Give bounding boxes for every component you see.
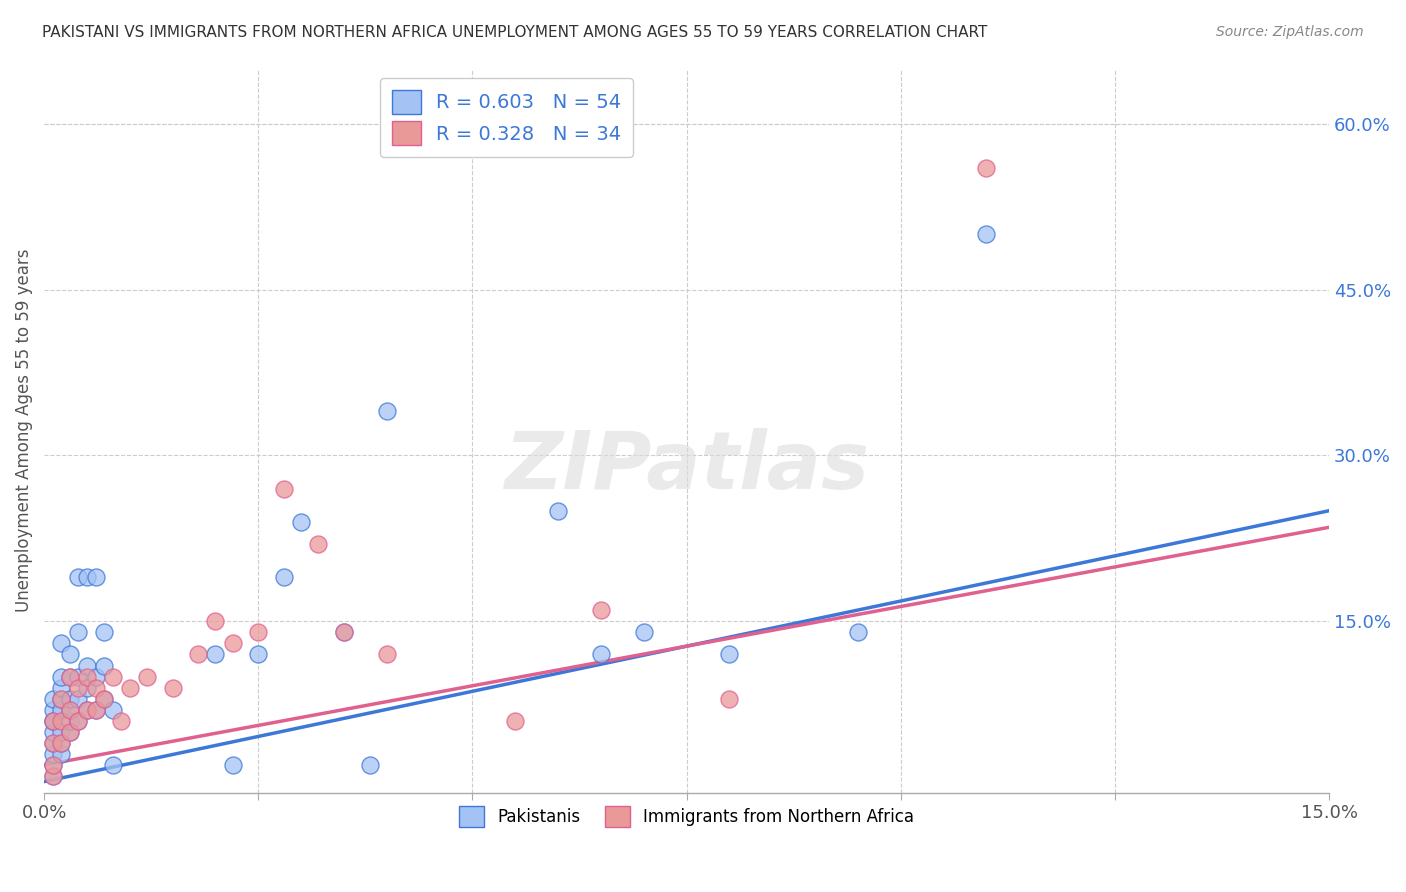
Point bbox=[76, 703, 98, 717]
Point bbox=[221, 758, 243, 772]
Point bbox=[718, 691, 741, 706]
Point bbox=[84, 703, 107, 717]
Point bbox=[84, 570, 107, 584]
Legend: Pakistanis, Immigrants from Northern Africa: Pakistanis, Immigrants from Northern Afr… bbox=[450, 798, 922, 835]
Point bbox=[76, 658, 98, 673]
Point bbox=[59, 669, 82, 683]
Point bbox=[307, 537, 329, 551]
Point bbox=[67, 570, 90, 584]
Point bbox=[101, 703, 124, 717]
Point bbox=[84, 669, 107, 683]
Point bbox=[51, 691, 73, 706]
Point bbox=[589, 603, 612, 617]
Point bbox=[110, 714, 132, 728]
Point bbox=[59, 724, 82, 739]
Point bbox=[59, 703, 82, 717]
Point bbox=[51, 703, 73, 717]
Point bbox=[41, 714, 63, 728]
Point bbox=[93, 658, 115, 673]
Point bbox=[41, 691, 63, 706]
Point bbox=[247, 648, 270, 662]
Point bbox=[41, 714, 63, 728]
Point bbox=[59, 648, 82, 662]
Point bbox=[59, 714, 82, 728]
Point bbox=[333, 625, 356, 640]
Point bbox=[162, 681, 184, 695]
Point bbox=[51, 681, 73, 695]
Point bbox=[51, 736, 73, 750]
Point bbox=[41, 724, 63, 739]
Point bbox=[76, 681, 98, 695]
Point bbox=[84, 703, 107, 717]
Point bbox=[41, 736, 63, 750]
Point bbox=[333, 625, 356, 640]
Point bbox=[41, 714, 63, 728]
Point bbox=[41, 703, 63, 717]
Point bbox=[67, 714, 90, 728]
Point bbox=[76, 703, 98, 717]
Point bbox=[41, 747, 63, 761]
Point bbox=[204, 648, 226, 662]
Point bbox=[67, 625, 90, 640]
Point bbox=[67, 681, 90, 695]
Point bbox=[633, 625, 655, 640]
Point bbox=[101, 758, 124, 772]
Point bbox=[51, 724, 73, 739]
Point bbox=[51, 669, 73, 683]
Point bbox=[273, 570, 295, 584]
Point bbox=[846, 625, 869, 640]
Point bbox=[93, 691, 115, 706]
Point bbox=[118, 681, 141, 695]
Point bbox=[718, 648, 741, 662]
Point bbox=[76, 570, 98, 584]
Point bbox=[59, 691, 82, 706]
Point bbox=[976, 161, 998, 175]
Point bbox=[589, 648, 612, 662]
Point bbox=[51, 714, 73, 728]
Point bbox=[41, 769, 63, 783]
Point bbox=[93, 691, 115, 706]
Point bbox=[51, 736, 73, 750]
Point bbox=[221, 636, 243, 650]
Point bbox=[41, 758, 63, 772]
Point bbox=[76, 669, 98, 683]
Point bbox=[59, 724, 82, 739]
Point bbox=[41, 769, 63, 783]
Point bbox=[51, 691, 73, 706]
Point bbox=[247, 625, 270, 640]
Point bbox=[359, 758, 381, 772]
Point bbox=[41, 758, 63, 772]
Point bbox=[375, 648, 398, 662]
Text: ZIPatlas: ZIPatlas bbox=[505, 428, 869, 506]
Point bbox=[503, 714, 526, 728]
Point bbox=[290, 515, 312, 529]
Y-axis label: Unemployment Among Ages 55 to 59 years: Unemployment Among Ages 55 to 59 years bbox=[15, 249, 32, 612]
Point bbox=[273, 482, 295, 496]
Point bbox=[375, 404, 398, 418]
Text: Source: ZipAtlas.com: Source: ZipAtlas.com bbox=[1216, 25, 1364, 39]
Point bbox=[67, 714, 90, 728]
Point bbox=[51, 636, 73, 650]
Text: PAKISTANI VS IMMIGRANTS FROM NORTHERN AFRICA UNEMPLOYMENT AMONG AGES 55 TO 59 YE: PAKISTANI VS IMMIGRANTS FROM NORTHERN AF… bbox=[42, 25, 987, 40]
Point bbox=[67, 669, 90, 683]
Point bbox=[41, 736, 63, 750]
Point bbox=[84, 681, 107, 695]
Point bbox=[547, 504, 569, 518]
Point bbox=[59, 669, 82, 683]
Point bbox=[93, 625, 115, 640]
Point bbox=[51, 747, 73, 761]
Point bbox=[101, 669, 124, 683]
Point bbox=[135, 669, 157, 683]
Point bbox=[59, 703, 82, 717]
Point bbox=[67, 691, 90, 706]
Point bbox=[204, 615, 226, 629]
Point bbox=[976, 227, 998, 242]
Point bbox=[187, 648, 209, 662]
